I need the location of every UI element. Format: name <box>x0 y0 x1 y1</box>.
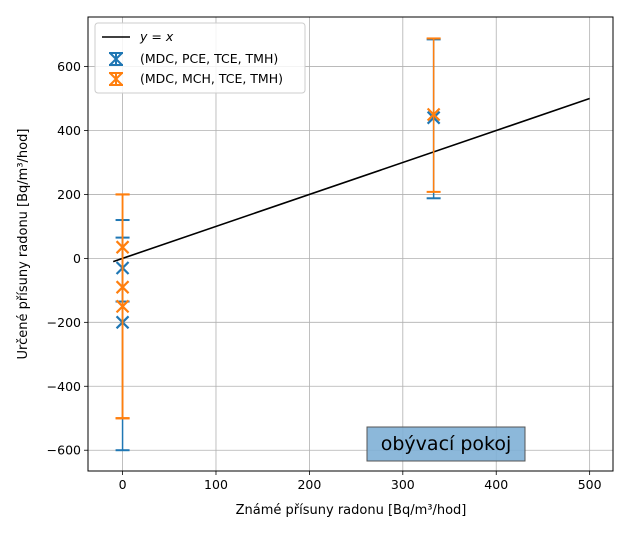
x-tick-label: 400 <box>484 477 508 492</box>
x-tick-label: 0 <box>119 477 127 492</box>
grid <box>88 17 613 471</box>
reference-line-y-equals-x <box>112 97 590 263</box>
legend-box <box>94 22 306 94</box>
annotation-text: obývací pokoj <box>381 433 512 455</box>
annotation-group: obývací pokoj <box>366 426 526 462</box>
series-2 <box>115 37 441 420</box>
x-tick-label: 100 <box>204 477 228 492</box>
reference-line-group <box>112 97 590 263</box>
legend-label-series-1: (MDC, PCE, TCE, TMH) <box>140 51 278 66</box>
y-tick-label: 600 <box>57 59 81 74</box>
y-tick-label: 400 <box>57 123 81 138</box>
data-point-marker <box>426 107 441 122</box>
y-tick-label: −600 <box>47 443 81 458</box>
plot-frame <box>87 16 614 472</box>
legend-swatch-series-2 <box>109 72 123 86</box>
x-tick-label: 500 <box>578 477 602 492</box>
x-axis-label: Známé přísuny radonu [Bq/m³/hod] <box>236 503 467 518</box>
series-group <box>115 37 441 452</box>
y-axis-ticks: −600 −400 −200 0 200 400 600 <box>47 59 88 458</box>
legend-swatch-series-1 <box>109 52 123 66</box>
y-tick-label: −400 <box>47 379 81 394</box>
y-tick-label: 0 <box>73 251 81 266</box>
legend-label-reference-line: y = x <box>139 29 174 44</box>
legend: y = x (MDC, PCE, TCE, TMH) (MDC, MCH, TC… <box>94 22 306 94</box>
x-axis-ticks: 0 100 200 300 400 500 <box>119 471 602 492</box>
y-tick-label: 200 <box>57 187 81 202</box>
data-point-marker <box>115 299 130 314</box>
y-axis-label: Určené přísuny radonu [Bq/m³/hod] <box>16 129 31 360</box>
y-tick-label: −200 <box>47 315 81 330</box>
x-tick-label: 300 <box>391 477 415 492</box>
x-tick-label: 200 <box>297 477 321 492</box>
legend-label-series-2: (MDC, MCH, TCE, TMH) <box>140 71 283 86</box>
annotation-box <box>366 426 526 462</box>
